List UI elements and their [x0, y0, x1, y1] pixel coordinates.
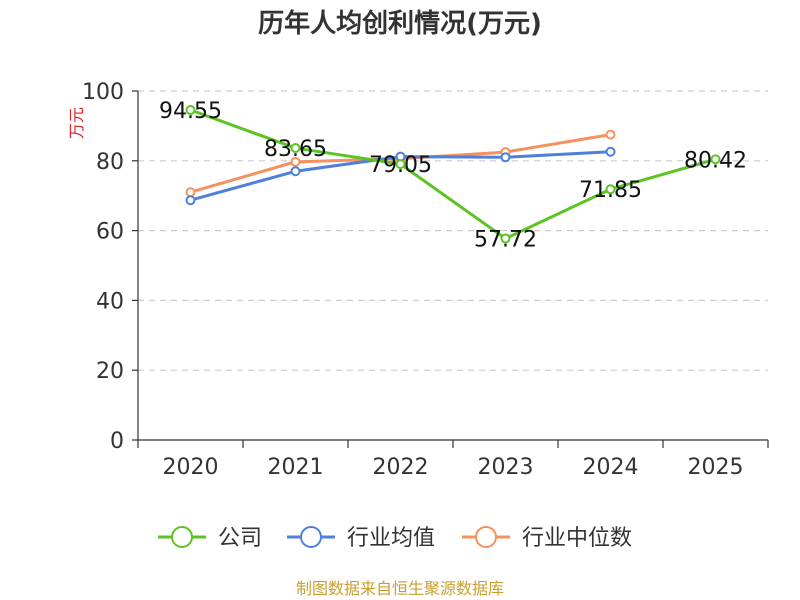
legend-marker [171, 526, 193, 548]
x-tick-label: 2022 [373, 455, 429, 480]
y-tick-label: 40 [96, 289, 124, 314]
x-tick-label: 2024 [583, 455, 639, 480]
data-point [185, 187, 196, 198]
chart-title: 历年人均创利情况(万元) [258, 8, 542, 39]
x-tick-label: 2021 [268, 455, 324, 480]
data-labels: 94.55 83.65 79.05 57.72 71.85 80.42 [159, 99, 747, 253]
data-label: 57.72 [474, 228, 537, 253]
legend[interactable]: 公司 行业均值 行业中位数 [158, 526, 632, 551]
legend-item-0[interactable]: 公司 [158, 526, 262, 551]
data-label: 83.65 [264, 137, 327, 162]
data-point [500, 152, 511, 163]
y-axis-label: 万元 [67, 107, 86, 139]
data-label: 71.85 [579, 178, 642, 203]
data-label: 80.42 [684, 148, 747, 173]
data-point [185, 195, 196, 206]
data-point [185, 105, 196, 116]
data-label: 79.05 [369, 153, 432, 178]
data-point [605, 146, 616, 157]
legend-label: 行业均值 [347, 526, 435, 551]
y-tick-label: 20 [96, 359, 124, 384]
y-tick-label: 0 [110, 429, 124, 454]
data-point [500, 233, 511, 244]
y-tick-label: 100 [82, 80, 124, 105]
x-tick-label: 2020 [163, 455, 219, 480]
series-lines [185, 105, 721, 244]
legend-item-1[interactable]: 行业均值 [287, 526, 435, 551]
data-point [710, 154, 721, 165]
data-point [290, 156, 301, 167]
legend-marker [475, 526, 497, 548]
data-point [290, 143, 301, 154]
legend-item-2[interactable]: 行业中位数 [462, 526, 632, 551]
legend-label: 公司 [218, 526, 262, 551]
data-point [605, 184, 616, 195]
data-point [605, 129, 616, 140]
legend-marker [300, 526, 322, 548]
y-tick-label: 60 [96, 220, 124, 245]
grid-lines [138, 90, 768, 371]
data-point [290, 166, 301, 177]
x-tick-label: 2023 [478, 455, 534, 480]
source-note: 制图数据来自恒生聚源数据库 [296, 579, 504, 598]
series-line-0 [189, 108, 716, 241]
axes: 0 20 40 60 80 100 2020 2021 2022 2023 2024 2025 [82, 80, 769, 480]
x-tick-label: 2025 [688, 455, 744, 480]
legend-label: 行业中位数 [522, 526, 632, 551]
data-point [395, 159, 406, 170]
data-label: 94.55 [159, 99, 222, 124]
y-tick-label: 80 [96, 150, 124, 175]
